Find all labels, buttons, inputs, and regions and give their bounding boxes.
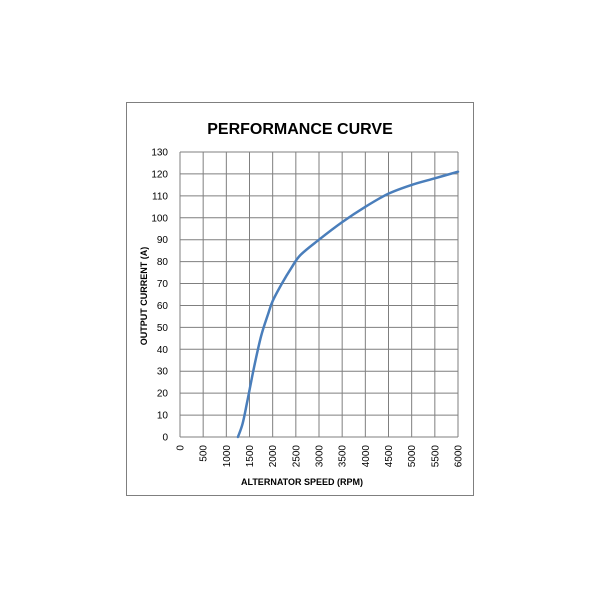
x-tick-label: 3500 xyxy=(338,445,349,468)
x-tick-label: 500 xyxy=(199,445,210,462)
chart-frame xyxy=(126,102,474,496)
y-tick-labels: 0 10 20 30 40 50 60 70 80 90 100 110 120 130 xyxy=(151,148,168,444)
x-tick-label: 2000 xyxy=(268,445,279,468)
y-tick-label: 130 xyxy=(151,148,168,159)
y-tick-label: 30 xyxy=(157,367,169,378)
x-tick-label: 1500 xyxy=(245,445,256,468)
x-tick-label: 2500 xyxy=(291,445,302,468)
y-tick-label: 50 xyxy=(157,323,169,334)
y-tick-label: 90 xyxy=(157,235,169,246)
chart-title: PERFORMANCE CURVE xyxy=(207,121,393,138)
x-tick-label: 5500 xyxy=(430,445,441,468)
y-tick-label: 40 xyxy=(157,345,169,356)
y-tick-label: 80 xyxy=(157,257,169,268)
x-tick-label: 4000 xyxy=(361,445,372,468)
x-tick-label: 0 xyxy=(176,445,187,451)
grid xyxy=(179,151,459,438)
y-tick-label: 70 xyxy=(157,279,169,290)
y-tick-label: 110 xyxy=(152,191,168,202)
x-tick-label: 1000 xyxy=(222,445,233,468)
x-tick-labels: 0 500 1000 1500 2000 2500 3000 3500 4000 4500 5000… xyxy=(176,445,465,468)
x-tick-label: 5000 xyxy=(407,445,418,468)
x-tick-label: 3000 xyxy=(315,445,326,468)
y-tick-label: 100 xyxy=(151,213,168,224)
y-axis-title: OUTPUT CURRENT (A) xyxy=(139,247,149,346)
y-tick-label: 0 xyxy=(162,433,168,444)
y-tick-label: 60 xyxy=(157,301,169,312)
x-tick-label: 6000 xyxy=(454,445,465,468)
series-line xyxy=(236,170,460,439)
y-tick-label: 10 xyxy=(157,411,169,422)
y-tick-label: 20 xyxy=(157,389,169,400)
x-tick-label: 4500 xyxy=(384,445,395,468)
y-tick-label: 120 xyxy=(151,169,168,180)
x-axis-title: ALTERNATOR SPEED (RPM) xyxy=(241,477,363,487)
